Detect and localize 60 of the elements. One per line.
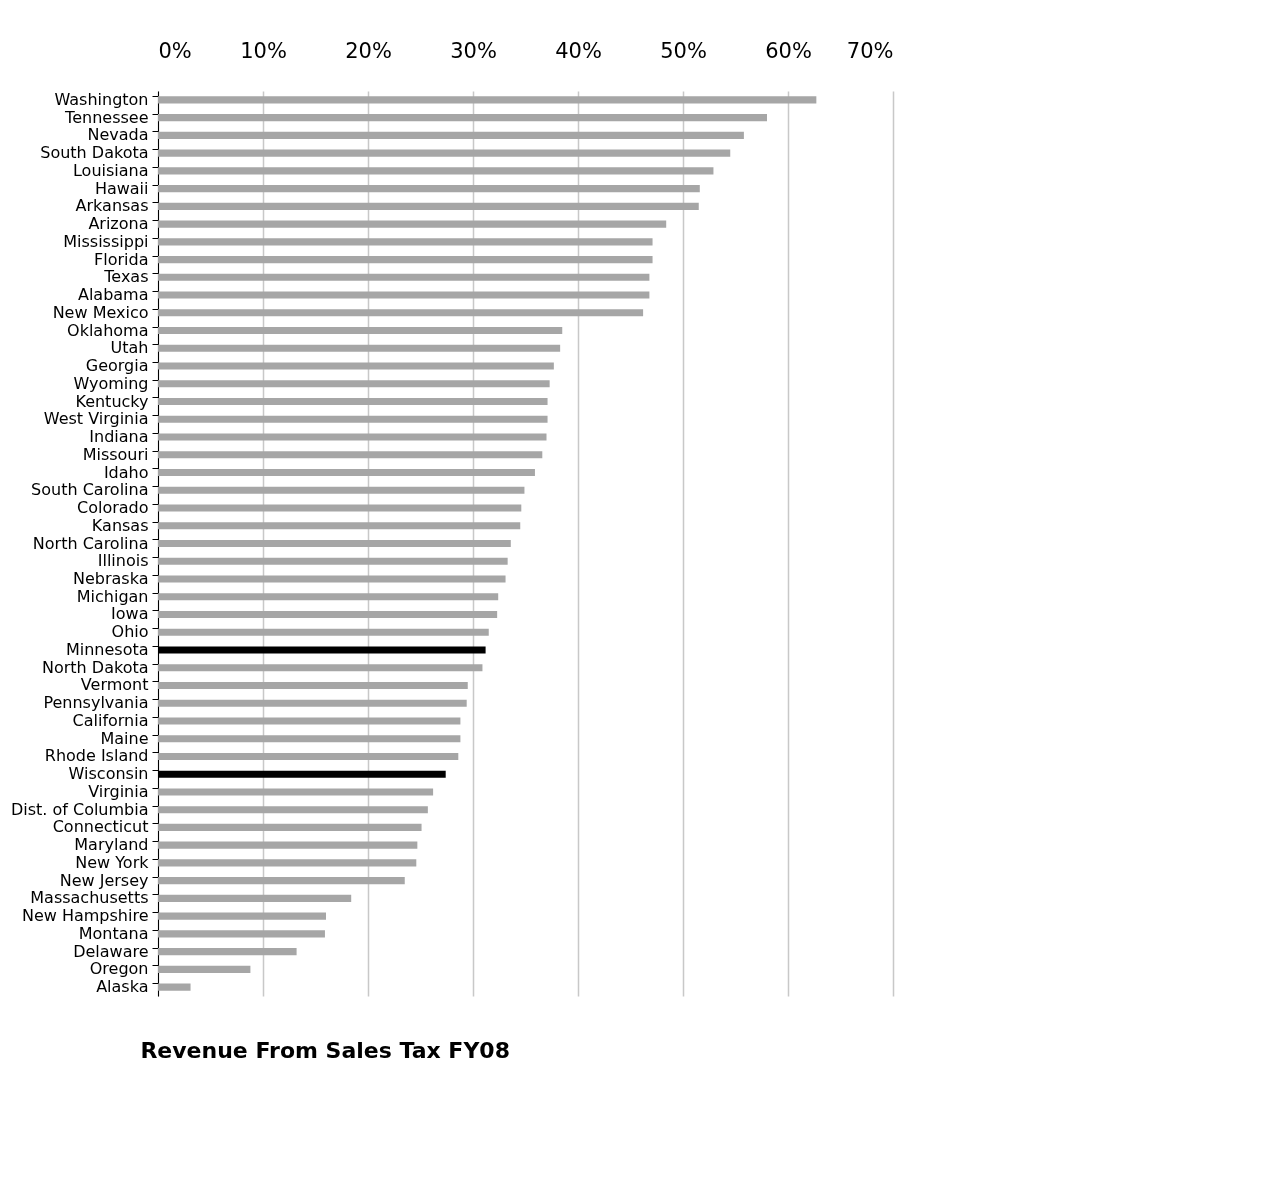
- y-tick-label: Arkansas: [75, 196, 149, 216]
- y-tick-label: South Dakota: [40, 143, 149, 163]
- y-tick-label: West Virginia: [43, 409, 149, 429]
- y-tick-label: Wyoming: [73, 373, 149, 393]
- y-tick-label: New Hampshire: [21, 906, 149, 926]
- y-tick-label: Kentucky: [75, 391, 149, 411]
- y-tick-label: Oklahoma: [67, 320, 149, 340]
- y-tick-label: Missouri: [82, 444, 149, 464]
- x-tick-label: 10%: [240, 38, 287, 63]
- y-tick-label: Arizona: [88, 214, 149, 234]
- y-tick-label: Idaho: [103, 462, 149, 482]
- x-tick-label: 0%: [158, 38, 192, 63]
- y-tick-label: Nevada: [87, 125, 149, 145]
- y-tick-label: Virginia: [88, 781, 149, 801]
- y-tick-label: Georgia: [85, 356, 149, 376]
- y-tick-label: New Mexico: [52, 302, 149, 322]
- y-tick-label: Wisconsin: [68, 764, 149, 784]
- x-tick-label: 30%: [450, 38, 497, 63]
- y-tick-label: Illinois: [97, 551, 149, 571]
- y-tick-label: New York: [75, 852, 150, 872]
- y-tick-label: Montana: [78, 923, 149, 943]
- y-tick-label: Louisiana: [72, 160, 149, 180]
- y-tick-label: Michigan: [76, 586, 149, 606]
- y-tick-label: Washington: [54, 89, 149, 109]
- x-tick-label: 20%: [345, 38, 392, 63]
- y-tick-label: Pennsylvania: [43, 693, 149, 713]
- y-tick-label: Ohio: [111, 622, 149, 642]
- y-tick-label: Alabama: [77, 285, 149, 305]
- x-tick-label: 60%: [765, 38, 812, 63]
- y-tick-label: Mississippi: [63, 231, 149, 251]
- y-tick-label: Connecticut: [52, 817, 149, 837]
- x-tick-label: 70%: [846, 38, 894, 63]
- y-tick-label: North Dakota: [41, 657, 149, 677]
- y-tick-label: Vermont: [80, 675, 149, 695]
- y-tick-label: Oregon: [89, 959, 149, 979]
- y-tick-label: Iowa: [111, 604, 149, 624]
- x-tick-label: 50%: [660, 38, 707, 63]
- y-tick-label: Minnesota: [65, 639, 149, 659]
- y-tick-label: Florida: [94, 249, 149, 269]
- y-tick-label: Dist. of Columbia: [10, 799, 149, 819]
- y-tick-label: Hawaii: [94, 178, 149, 198]
- y-tick-label: California: [72, 710, 149, 730]
- text: Revenue From Sales Tax FY08: [140, 1038, 510, 1063]
- y-tick-label: Nebraska: [73, 568, 149, 588]
- y-tick-label: Texas: [103, 267, 149, 287]
- y-tick-label: Alaska: [96, 977, 149, 997]
- y-tick-label: South Carolina: [31, 480, 149, 500]
- y-tick-label: Utah: [110, 338, 149, 358]
- y-tick-label: North Carolina: [32, 533, 149, 553]
- y-tick-label: Rhode Island: [44, 746, 149, 766]
- y-tick-label: New Jersey: [59, 870, 149, 890]
- y-tick-label: Delaware: [73, 941, 149, 961]
- y-tick-label: Maine: [100, 728, 149, 748]
- y-tick-label: Massachusetts: [30, 888, 149, 908]
- y-tick-label: Tennessee: [64, 107, 149, 127]
- y-tick-label: Colorado: [76, 498, 149, 518]
- y-tick-label: Kansas: [91, 515, 149, 535]
- y-tick-label: Maryland: [74, 835, 149, 855]
- x-tick-label: 40%: [555, 38, 602, 63]
- y-tick-label: Indiana: [89, 427, 149, 447]
